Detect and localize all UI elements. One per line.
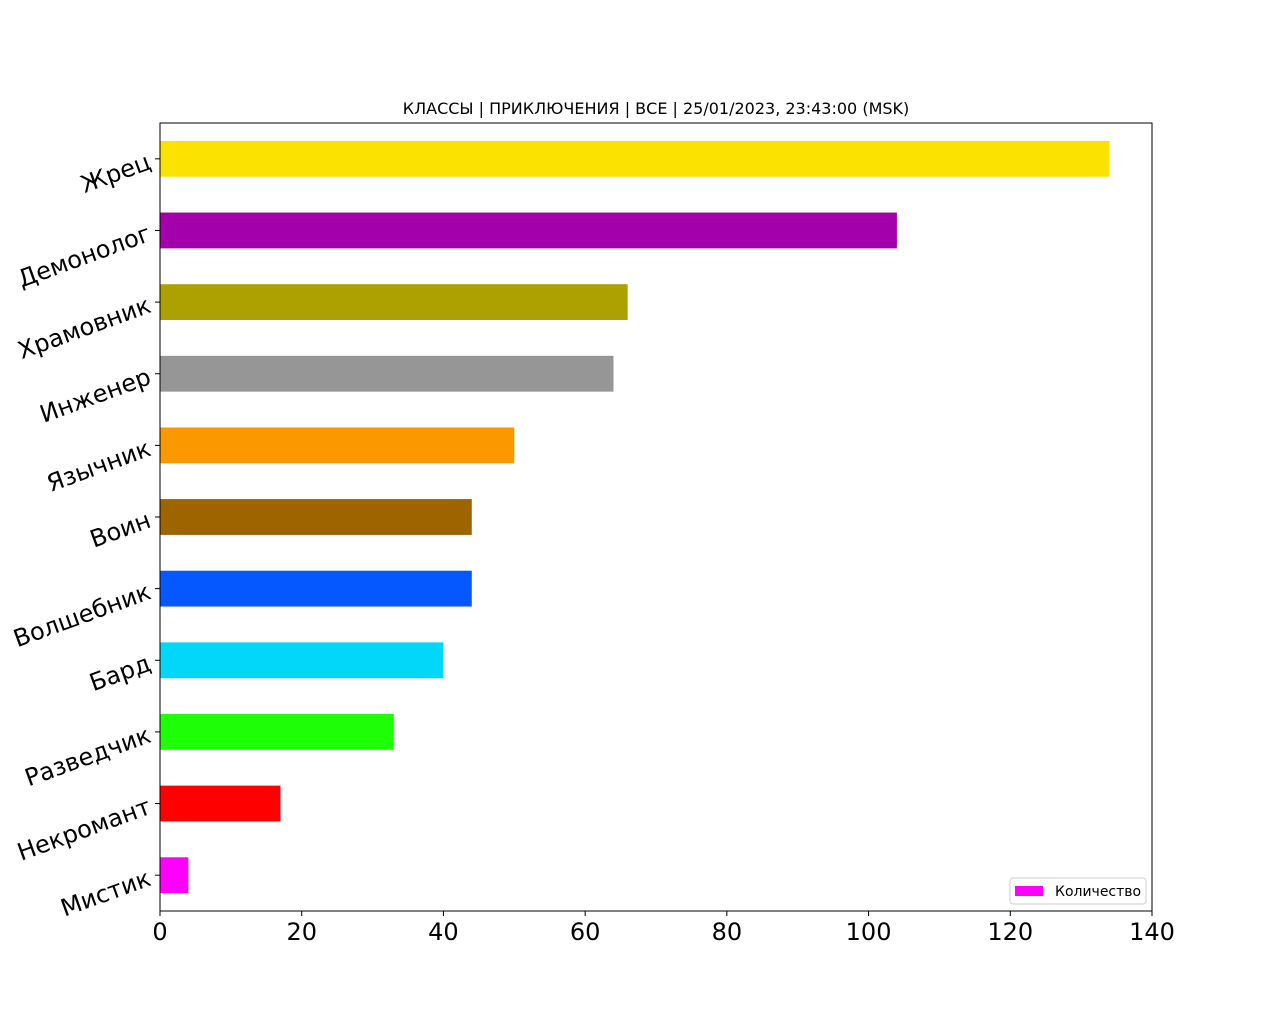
- bar-9: [160, 785, 281, 822]
- y-tick-label: Воин: [86, 506, 154, 554]
- bar-5: [160, 499, 472, 535]
- bar-0: [160, 140, 1110, 177]
- x-tick-label: 60: [570, 918, 601, 946]
- x-tick-label: 120: [987, 918, 1033, 946]
- legend: Количество: [1009, 877, 1147, 905]
- x-tick-label: 40: [428, 918, 459, 946]
- plot-frame: [159, 122, 1153, 912]
- x-tick-label: 0: [152, 918, 167, 946]
- y-tick-label: Жрец: [77, 148, 154, 199]
- y-tick-label: Бард: [86, 649, 155, 697]
- legend-label: Количество: [1055, 884, 1141, 900]
- x-tick-label: 20: [286, 918, 317, 946]
- y-tick-label: Мистик: [57, 864, 155, 922]
- x-tick-labels: 0 20 40 60 80 100 120 140: [152, 911, 1175, 946]
- bar-10: [160, 857, 189, 894]
- y-tick-label: Демонолог: [14, 219, 154, 293]
- bar-6: [160, 570, 472, 607]
- bar-8: [160, 714, 394, 750]
- bar-3: [160, 355, 614, 392]
- bar-1: [160, 212, 897, 249]
- y-tick-label: Разведчик: [21, 721, 154, 792]
- legend-box: [1009, 877, 1147, 905]
- bars-group: [160, 140, 1110, 894]
- x-tick-label: 80: [712, 918, 743, 946]
- y-tick-label: Язычник: [43, 434, 154, 497]
- bar-2: [160, 284, 628, 320]
- y-tick-label: Инженер: [36, 363, 154, 429]
- x-tick-label: 100: [846, 918, 892, 946]
- y-tick-label: Волшебник: [10, 578, 155, 653]
- x-tick-label: 140: [1129, 918, 1175, 946]
- chart-title: КЛАССЫ | ПРИКЛЮЧЕНИЯ | ВСЕ | 25/01/2023,…: [403, 99, 910, 118]
- y-tick-label: Храмовник: [14, 291, 154, 365]
- legend-swatch: [1015, 886, 1043, 896]
- bar-7: [160, 642, 444, 679]
- bar-4: [160, 427, 515, 464]
- y-tick-label: Некромант: [14, 792, 155, 866]
